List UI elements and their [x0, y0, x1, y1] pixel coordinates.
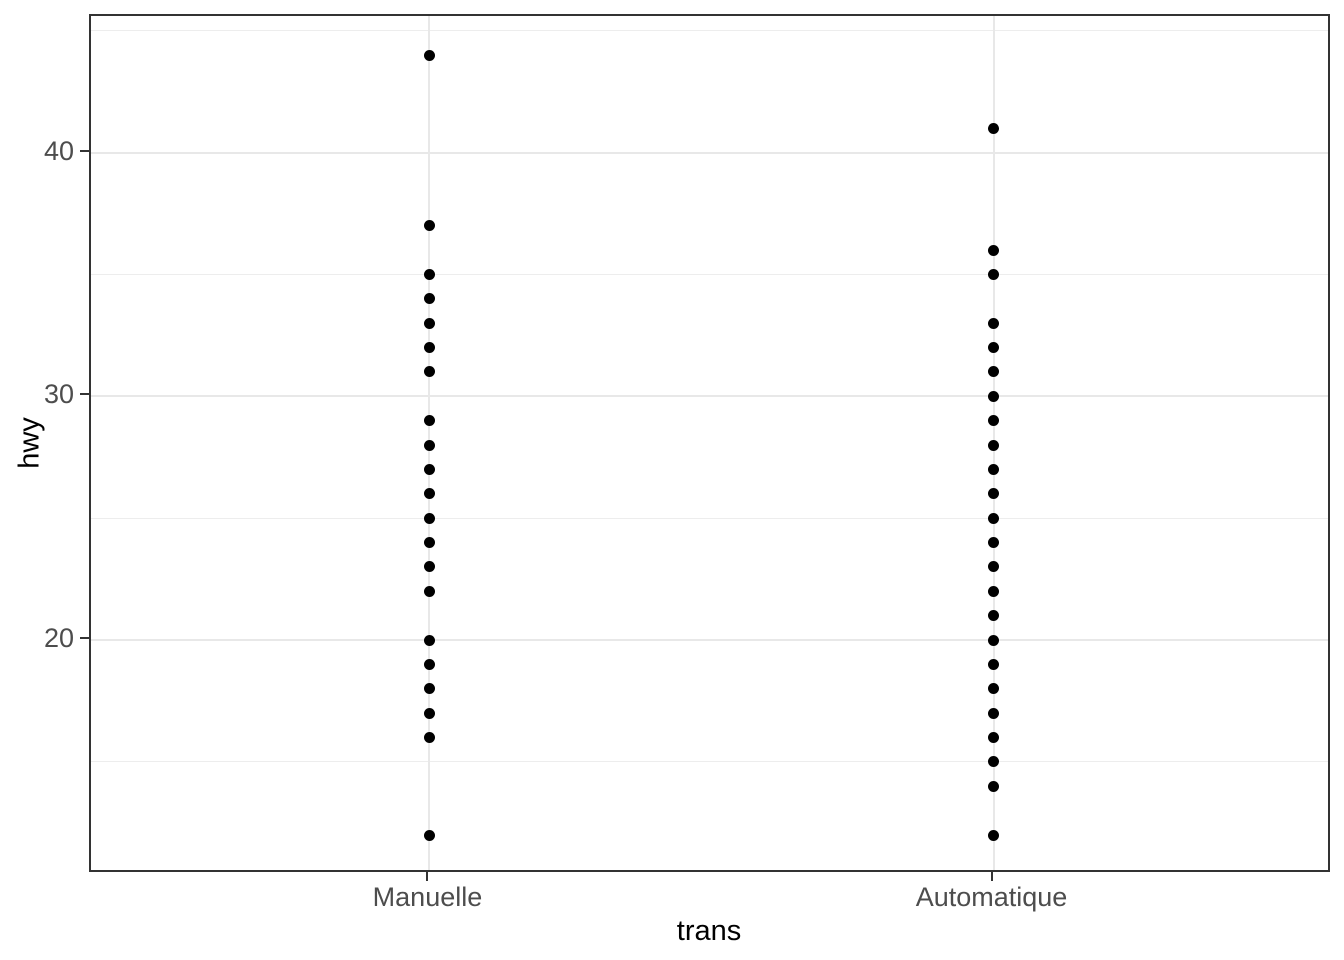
data-point — [423, 512, 435, 524]
gridline-minor-y-35 — [91, 273, 1328, 275]
data-point — [423, 463, 435, 475]
data-point — [988, 683, 1000, 695]
x-axis-tick — [990, 872, 993, 881]
data-point — [988, 634, 1000, 646]
x-axis-tick — [426, 872, 429, 881]
y-axis-tick — [80, 393, 89, 396]
data-point — [988, 390, 1000, 402]
y-tick-label: 20 — [43, 623, 74, 653]
y-axis-tick — [80, 149, 89, 152]
data-point — [423, 561, 435, 573]
x-tick-label-automatique: Automatique — [915, 882, 1068, 912]
data-point — [988, 415, 1000, 427]
data-point — [423, 732, 435, 743]
data-point — [423, 220, 435, 232]
data-point — [423, 829, 435, 841]
data-point — [988, 512, 1000, 524]
y-axis-title: hwy — [13, 417, 46, 469]
data-point — [988, 732, 1000, 743]
data-point — [423, 585, 435, 597]
data-point — [423, 634, 435, 646]
y-axis-tick — [80, 637, 89, 639]
data-point — [423, 49, 435, 61]
gridline-minor-y-15 — [91, 761, 1328, 763]
data-point — [423, 342, 435, 353]
data-point — [423, 683, 435, 695]
data-point — [988, 610, 1000, 622]
data-point — [988, 317, 1000, 329]
gridline-minor-y-45 — [91, 30, 1328, 32]
y-tick-label: 40 — [43, 135, 74, 166]
data-point — [988, 561, 1000, 573]
data-point — [988, 342, 1000, 353]
data-point — [988, 244, 1000, 256]
data-point — [423, 439, 435, 451]
data-point — [423, 268, 435, 280]
data-point — [423, 537, 435, 548]
data-point — [988, 439, 1000, 451]
data-point — [988, 268, 1000, 280]
data-point — [423, 415, 435, 427]
data-point — [988, 585, 1000, 597]
data-point — [988, 122, 1000, 134]
plot-panel — [89, 14, 1330, 872]
data-point — [988, 756, 1000, 768]
data-point — [423, 488, 435, 500]
data-point — [988, 707, 1000, 719]
data-point — [988, 463, 1000, 475]
y-tick-label: 30 — [43, 379, 74, 410]
data-point — [423, 366, 435, 378]
gridline-minor-y-25 — [91, 517, 1328, 519]
x-axis-title: trans — [676, 915, 742, 947]
data-point — [988, 829, 1000, 841]
gridline-major-y-30 — [91, 395, 1328, 398]
gridline-major-y-40 — [91, 151, 1328, 154]
data-point — [423, 293, 435, 305]
data-point — [423, 658, 435, 670]
data-point — [988, 658, 1000, 670]
gridline-major-y-20 — [91, 639, 1328, 641]
data-point — [988, 537, 1000, 548]
x-tick-label-manuelle: Manuelle — [372, 882, 483, 912]
data-point — [423, 317, 435, 329]
data-point — [988, 780, 1000, 792]
data-point — [423, 707, 435, 719]
data-point — [988, 366, 1000, 378]
data-point — [988, 488, 1000, 500]
